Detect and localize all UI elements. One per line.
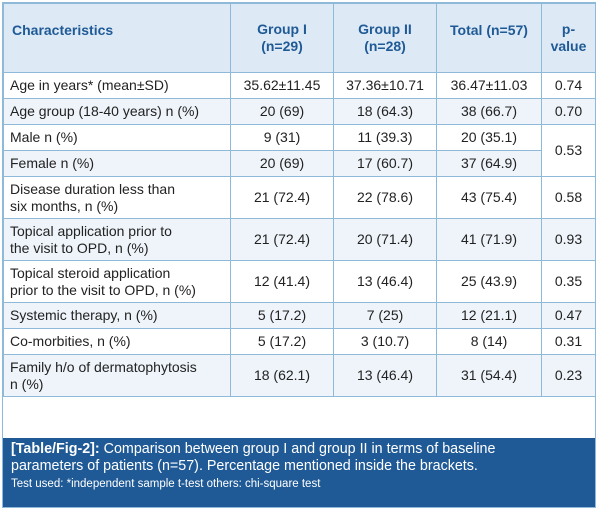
row-label: Family h/o of dermatophytosis n (%) bbox=[3, 354, 231, 397]
cell-total: 41 (71.9) bbox=[436, 218, 542, 261]
caption-text: [Table/Fig-2]: Comparison between group … bbox=[11, 441, 587, 475]
cell-group1: 20 (69) bbox=[230, 150, 334, 177]
baseline-table: Characteristics Group I (n=29) Group II (n… bbox=[3, 3, 596, 397]
cell-pvalue: 0.23 bbox=[541, 354, 596, 397]
header-group2-n: (n=28) bbox=[364, 38, 406, 54]
header-characteristics: Characteristics bbox=[3, 3, 231, 73]
header-total: Total (n=57) bbox=[436, 3, 542, 73]
header-row: Characteristics Group I (n=29) Group II (n… bbox=[3, 3, 596, 73]
header-group2-name: Group II bbox=[358, 21, 412, 37]
caption-line1: Comparison between group I and group II … bbox=[99, 441, 496, 457]
cell-total: 38 (66.7) bbox=[436, 98, 542, 125]
cell-group2: 17 (60.7) bbox=[333, 150, 437, 177]
cell-group2: 37.36±10.71 bbox=[333, 72, 437, 99]
cell-pvalue: 0.58 bbox=[541, 176, 596, 219]
cell-total: 37 (64.9) bbox=[436, 150, 542, 177]
cell-group2: 11 (39.3) bbox=[333, 124, 437, 151]
cell-total: 12 (21.1) bbox=[436, 302, 542, 329]
row-label: Age group (18-40 years) n (%) bbox=[3, 98, 231, 125]
row-label: Topical steroid application prior to the … bbox=[3, 260, 231, 303]
cell-group1: 5 (17.2) bbox=[230, 328, 334, 355]
header-pvalue-line2: value bbox=[550, 38, 587, 54]
cell-pvalue: 0.35 bbox=[541, 260, 596, 303]
cell-pvalue: 0.93 bbox=[541, 218, 596, 261]
table-caption: [Table/Fig-2]: Comparison between group … bbox=[3, 438, 595, 507]
cell-group2: 7 (25) bbox=[333, 302, 437, 329]
cell-group1: 18 (62.1) bbox=[230, 354, 334, 397]
caption-note: Test used: *independent sample t-test ot… bbox=[11, 478, 321, 490]
row-label: Topical application prior to the visit to… bbox=[3, 218, 231, 261]
cell-total: 36.47±11.03 bbox=[436, 72, 542, 99]
cell-group1: 20 (69) bbox=[230, 98, 334, 125]
row-label: Co-morbities, n (%) bbox=[3, 328, 231, 355]
cell-group2: 3 (10.7) bbox=[333, 328, 437, 355]
cell-group1: 35.62±11.45 bbox=[230, 72, 334, 99]
row-label-line2: n (%) bbox=[10, 375, 44, 392]
cell-group2: 22 (78.6) bbox=[333, 176, 437, 219]
cell-pvalue: 0.31 bbox=[541, 328, 596, 355]
header-group1: Group I (n=29) bbox=[230, 3, 334, 73]
row-label-line1: Disease duration less than bbox=[10, 180, 175, 197]
table-row: Female n (%) 20 (69) 17 (60.7) 37 (64.9) bbox=[3, 150, 596, 177]
table-row: Topical application prior to the visit to… bbox=[3, 218, 596, 261]
row-label: Female n (%) bbox=[3, 150, 231, 177]
row-label-line2: six months, n (%) bbox=[10, 197, 119, 214]
table-row: Family h/o of dermatophytosis n (%) 18 (6… bbox=[3, 354, 596, 397]
header-group1-name: Group I bbox=[257, 21, 307, 37]
table-row: Age in years* (mean±SD) 35.62±11.45 37.3… bbox=[3, 72, 596, 99]
row-label-line2: the visit to OPD, n (%) bbox=[10, 239, 149, 256]
cell-pvalue: 0.70 bbox=[541, 98, 596, 125]
cell-group1: 21 (72.4) bbox=[230, 176, 334, 219]
row-label-line1: Topical application prior to bbox=[10, 222, 172, 239]
table-row: Age group (18-40 years) n (%) 20 (69) 18… bbox=[3, 98, 596, 125]
cell-group2: 20 (71.4) bbox=[333, 218, 437, 261]
cell-pvalue: 0.47 bbox=[541, 302, 596, 329]
cell-group1: 12 (41.4) bbox=[230, 260, 334, 303]
caption-label: [Table/Fig-2]: bbox=[11, 441, 100, 457]
row-label-line2: prior to the visit to OPD, n (%) bbox=[10, 281, 196, 298]
cell-total: 43 (75.4) bbox=[436, 176, 542, 219]
row-label-line1: Family h/o of dermatophytosis bbox=[10, 358, 197, 375]
table-row: Male n (%) 9 (31) 11 (39.3) 20 (35.1) 0.… bbox=[3, 124, 596, 177]
cell-pvalue-merged: 0.53 bbox=[541, 124, 596, 177]
row-label: Male n (%) bbox=[3, 124, 231, 151]
table-row: Topical steroid application prior to the … bbox=[3, 260, 596, 303]
row-label: Systemic therapy, n (%) bbox=[3, 302, 231, 329]
cell-group1: 9 (31) bbox=[230, 124, 334, 151]
cell-total: 31 (54.4) bbox=[436, 354, 542, 397]
row-label-line1: Topical steroid application bbox=[10, 264, 171, 281]
cell-pvalue: 0.74 bbox=[541, 72, 596, 99]
header-group1-n: (n=29) bbox=[261, 38, 303, 54]
caption-line2: parameters of patients (n=57). Percentag… bbox=[11, 458, 478, 474]
cell-total: 25 (43.9) bbox=[436, 260, 542, 303]
cell-group1: 5 (17.2) bbox=[230, 302, 334, 329]
cell-group2: 13 (46.4) bbox=[333, 260, 437, 303]
cell-group2: 18 (64.3) bbox=[333, 98, 437, 125]
table-row: Co-morbities, n (%) 5 (17.2) 3 (10.7) 8 … bbox=[3, 328, 596, 355]
cell-total: 20 (35.1) bbox=[436, 124, 542, 151]
header-pvalue: p-value bbox=[541, 3, 596, 73]
row-label: Disease duration less than six months, n … bbox=[3, 176, 231, 219]
row-label: Age in years* (mean±SD) bbox=[3, 72, 231, 99]
header-group2: Group II (n=28) bbox=[333, 3, 437, 73]
table-row: Disease duration less than six months, n … bbox=[3, 176, 596, 219]
cell-total: 8 (14) bbox=[436, 328, 542, 355]
table-row: Systemic therapy, n (%) 5 (17.2) 7 (25) … bbox=[3, 302, 596, 329]
cell-group2: 13 (46.4) bbox=[333, 354, 437, 397]
cell-group1: 21 (72.4) bbox=[230, 218, 334, 261]
header-pvalue-line1: p- bbox=[561, 21, 576, 37]
